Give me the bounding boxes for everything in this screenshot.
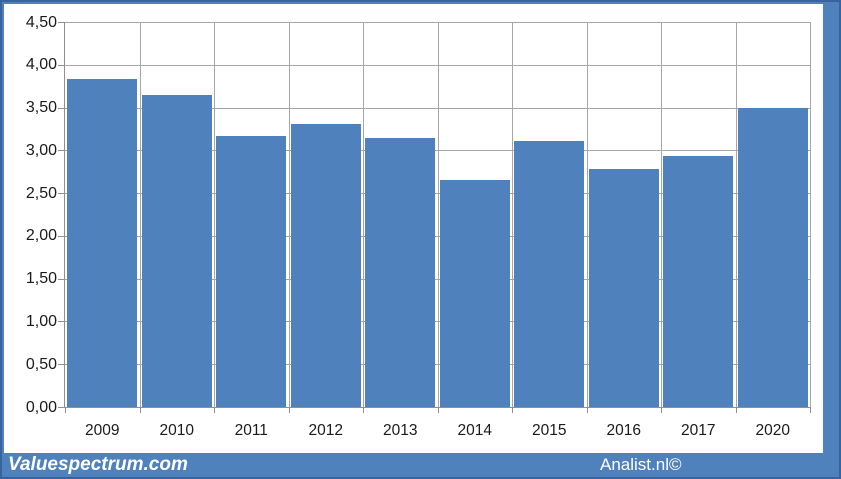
bar-2010: [141, 94, 212, 407]
y-tick: [58, 64, 64, 66]
y-tick: [58, 321, 64, 323]
x-tick: [214, 408, 215, 413]
y-tick: [58, 22, 64, 23]
y-axis-tick-label: 1,00: [25, 312, 57, 330]
v-gridline: [363, 22, 364, 407]
y-axis-tick-label: 3,50: [25, 99, 57, 117]
y-axis-line: [64, 22, 65, 408]
v-gridline: [139, 22, 141, 407]
bar-2015: [514, 140, 585, 407]
y-tick: [58, 150, 64, 152]
v-gridline: [735, 22, 737, 407]
x-axis-tick-label: 2017: [681, 422, 716, 439]
x-tick: [65, 408, 66, 413]
y-axis-tick-label: 1,50: [25, 270, 57, 288]
y-axis-tick-label: 4,50: [25, 13, 57, 31]
x-axis-tick-label: 2012: [308, 422, 343, 439]
plot-area: [65, 22, 811, 407]
v-gridline: [810, 22, 811, 407]
y-tick: [58, 364, 64, 366]
x-tick: [661, 408, 662, 413]
x-tick: [139, 408, 141, 413]
v-gridline: [437, 22, 439, 407]
y-axis-tick-label: 3,00: [25, 141, 57, 159]
x-tick: [437, 408, 439, 413]
x-tick: [512, 408, 513, 413]
y-axis-tick-label: 4,00: [25, 56, 57, 74]
bar-2014: [439, 180, 510, 407]
x-axis-tick-label: 2015: [532, 422, 567, 439]
x-axis-tick-label: 2020: [755, 422, 790, 439]
x-axis-tick-label: 2010: [159, 422, 194, 439]
x-axis-tick-label: 2009: [85, 422, 120, 439]
x-axis-line: [64, 407, 811, 408]
bar-2017: [663, 156, 734, 407]
x-axis-tick-label: 2013: [383, 422, 418, 439]
x-tick: [288, 408, 290, 413]
y-axis-tick-label: 2,50: [25, 184, 57, 202]
y-axis-tick-label: 0,50: [25, 355, 57, 373]
bar-2016: [588, 169, 659, 407]
x-axis-tick-label: 2011: [234, 422, 268, 439]
y-tick: [58, 235, 64, 237]
bar-2011: [216, 135, 287, 407]
y-tick: [58, 278, 64, 280]
x-tick: [586, 408, 588, 413]
v-gridline: [661, 22, 662, 407]
y-axis-tick-label: 2,00: [25, 227, 57, 245]
y-tick: [58, 407, 64, 408]
bar-2009: [67, 79, 138, 407]
x-tick: [810, 408, 811, 413]
x-axis-tick-label: 2016: [606, 422, 641, 439]
v-gridline: [214, 22, 215, 407]
v-gridline: [512, 22, 513, 407]
x-axis-tick-label: 2014: [457, 422, 492, 439]
bar-2012: [290, 123, 361, 407]
v-gridline: [586, 22, 588, 407]
x-tick: [363, 408, 364, 413]
y-tick: [58, 107, 64, 109]
x-tick: [735, 408, 737, 413]
bar-2020: [737, 107, 808, 407]
footer-brand-valuespectrum: Valuespectrum.com: [8, 454, 188, 475]
v-gridline: [288, 22, 290, 407]
y-tick: [58, 193, 64, 195]
y-axis-tick-label: 0,00: [25, 398, 57, 416]
footer-credit-analist: Analist.nl©: [600, 455, 682, 474]
bar-2013: [365, 137, 436, 407]
